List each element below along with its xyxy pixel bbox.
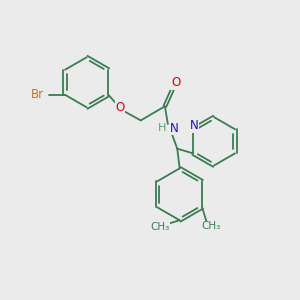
Text: N: N	[170, 122, 179, 135]
Text: CH₃: CH₃	[201, 221, 220, 231]
Text: Br: Br	[31, 88, 44, 101]
Text: N: N	[190, 119, 199, 132]
Text: H: H	[158, 123, 167, 133]
Text: O: O	[116, 101, 125, 114]
Text: CH₃: CH₃	[150, 222, 170, 232]
Text: O: O	[171, 76, 180, 89]
